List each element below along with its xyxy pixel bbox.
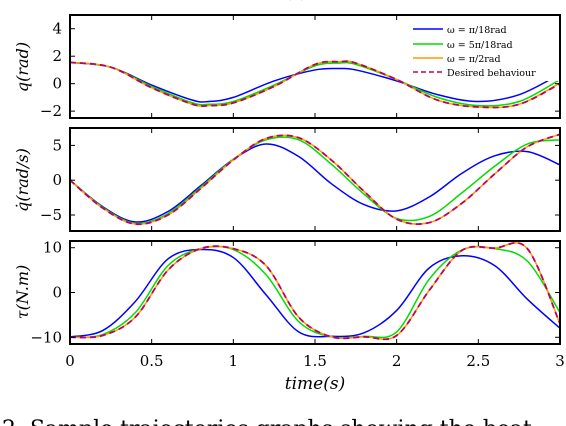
clipped-panel-label: (a) (286, 0, 307, 2)
panel-position-ticks: −2 0 2 4 (40, 15, 561, 120)
series-line-torque-3 (70, 241, 560, 341)
y-axis-label-velocity: q̇(rad/s) (13, 148, 32, 212)
legend-label-0: ω = π/18rad (447, 25, 507, 36)
panel-position-lines (70, 60, 560, 109)
series-line-velocity-0 (70, 143, 560, 223)
panel-velocity-ticks: −5 0 5 (40, 128, 561, 231)
series-line-position-3 (70, 60, 560, 109)
y-axis-label-position: q(rad) (13, 42, 32, 92)
series-line-torque-0 (70, 248, 560, 338)
y-tick-label: 0 (52, 171, 62, 189)
y-tick-label: 4 (52, 20, 62, 38)
y-axis-label-torque: τ(N.m) (13, 265, 32, 320)
x-tick-label: 0.5 (140, 352, 164, 370)
figure-caption: 2. Sample trajectories graphs showing th… (2, 417, 532, 426)
panel-position: −2 0 2 4 q(rad) ω = π/18rad ω = 5π/18rad ω … (13, 14, 561, 120)
panel-velocity-frame (69, 127, 561, 232)
y-tick-label: −10 (30, 328, 62, 346)
y-tick-label: 5 (52, 136, 62, 154)
x-axis-ticks: 0 0.5 1 1.5 2 2.5 3 (65, 352, 565, 370)
x-axis-label: time(s) (285, 374, 345, 394)
x-tick-label: 3 (555, 352, 565, 370)
y-tick-label: −5 (40, 206, 62, 224)
x-tick-label: 1 (229, 352, 239, 370)
legend-label-3: Desired behaviour (447, 68, 536, 79)
panel-velocity-lines (70, 133, 560, 226)
y-tick-label: 0 (52, 75, 62, 93)
x-tick-label: 2 (392, 352, 402, 370)
y-tick-label: 2 (52, 47, 62, 65)
panel-velocity: −5 0 5 q̇(rad/s) (13, 127, 561, 232)
y-tick-label: −2 (40, 102, 62, 120)
x-tick-label: 0 (65, 352, 75, 370)
legend-label-1: ω = 5π/18rad (447, 40, 513, 51)
legend-label-2: ω = π/2rad (447, 54, 501, 65)
x-tick-label: 2.5 (466, 352, 490, 370)
legend: ω = π/18rad ω = 5π/18rad ω = π/2rad Desi… (410, 16, 559, 81)
series-line-velocity-1 (70, 136, 560, 225)
panel-torque-frame (69, 240, 561, 345)
y-tick-label: 0 (52, 284, 62, 302)
legend-box (410, 16, 559, 81)
series-line-velocity-3 (70, 133, 560, 226)
y-tick-label: 10 (43, 239, 62, 257)
panel-torque-ticks: −10 0 10 (30, 239, 561, 346)
series-line-position-0 (70, 61, 560, 103)
panel-torque-lines (70, 241, 560, 341)
series-line-position-1 (70, 61, 560, 107)
x-tick-label: 1.5 (303, 352, 327, 370)
